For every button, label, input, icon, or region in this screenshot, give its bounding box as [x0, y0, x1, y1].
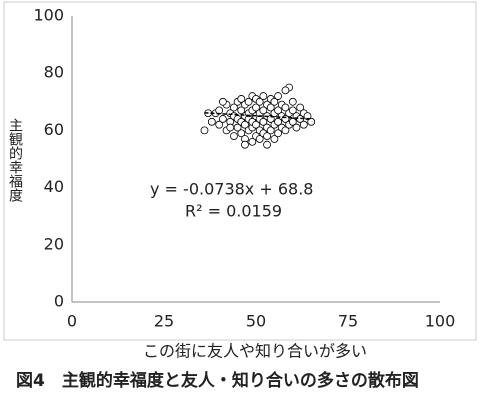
y-tick-label: 0 — [54, 292, 64, 311]
scatter-point — [252, 120, 260, 129]
scatter-point — [266, 103, 275, 112]
scatter-point — [274, 117, 282, 126]
scatter-point — [270, 135, 279, 143]
scatter-point — [263, 132, 271, 141]
x-tick-label: 25 — [154, 312, 174, 331]
scatter-point — [200, 126, 209, 135]
scatter-point — [263, 140, 271, 149]
scatter-point — [215, 120, 224, 129]
scatter-point — [255, 135, 264, 143]
y-tick-label: 80 — [44, 63, 64, 82]
scatter-point — [274, 129, 282, 138]
r-squared: R² = 0.0159 — [185, 202, 282, 221]
y-tick-label: 60 — [44, 120, 64, 139]
x-tick-label: 0 — [67, 312, 77, 331]
scatter-point — [266, 126, 275, 135]
y-tick-label: 100 — [33, 6, 64, 25]
scatter-point — [230, 132, 238, 141]
scatter-point — [259, 117, 268, 126]
figure-title: 図4 主観的幸福度と友人・知り合いの多さの散布図 — [16, 370, 419, 391]
scatter-point — [241, 140, 249, 149]
scatter-point — [270, 97, 279, 106]
scatter-point — [281, 86, 290, 95]
y-tick-label: 20 — [44, 234, 64, 253]
scatter-point — [230, 103, 238, 112]
scatter-point — [218, 115, 227, 123]
scatter-point — [288, 117, 297, 126]
scatter-point — [252, 103, 260, 112]
scatter-point — [288, 97, 297, 106]
x-tick-label: 50 — [246, 312, 266, 331]
scatter-point — [226, 123, 235, 132]
scatter-point — [207, 117, 216, 126]
scatter-point — [281, 126, 290, 135]
scatter-point — [292, 123, 301, 132]
scatter-point — [307, 117, 316, 126]
scatter-point — [218, 97, 227, 106]
scatter-point — [299, 120, 308, 129]
scatter-point — [274, 92, 282, 100]
scatter-point — [303, 112, 312, 120]
scatter-point — [288, 106, 297, 115]
scatter-point — [281, 103, 290, 112]
scatter-point — [248, 137, 257, 146]
chart-frame — [3, 1, 477, 341]
scatter-point — [255, 97, 264, 106]
scatter-point — [296, 103, 305, 112]
scatter-point — [259, 106, 268, 115]
x-axis-label: この街に友人や知り合いが多い — [143, 342, 367, 361]
scatter-point — [237, 95, 246, 103]
scatter-point — [259, 92, 268, 100]
scatter-point — [237, 106, 246, 115]
scatter-point — [244, 97, 253, 106]
scatter-point — [241, 120, 249, 129]
scatter-point — [237, 129, 246, 138]
trend-equation: y = -0.0738x + 68.8 — [150, 180, 313, 199]
y-tick-label: 40 — [44, 177, 64, 196]
y-axis-label: 主観的幸福度 — [7, 118, 23, 202]
x-tick-label: 75 — [338, 312, 358, 331]
x-tick-label: 100 — [425, 312, 456, 331]
scatter-point — [274, 106, 282, 115]
